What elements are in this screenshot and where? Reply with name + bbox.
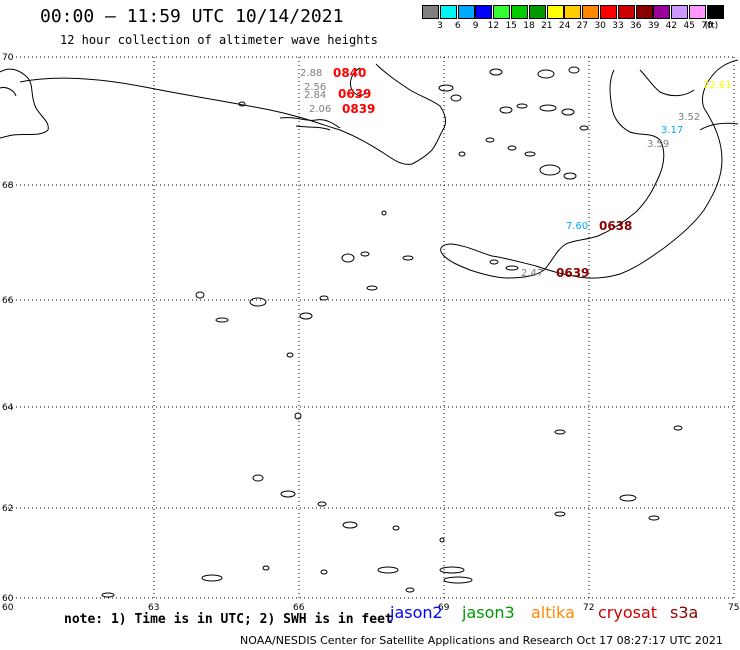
legend-label: 21 [541, 21, 553, 31]
legend-swatch [635, 5, 653, 19]
legend-swatch [617, 5, 635, 19]
legend-swatch [493, 5, 511, 19]
legend-label: 42 [665, 21, 678, 31]
mission-label: jason2 [390, 603, 443, 622]
wave-height-value: 2.56 [304, 82, 327, 93]
legend-swatch [671, 5, 689, 19]
legend-swatch [582, 5, 600, 19]
legend-label: 3 [437, 21, 443, 31]
wave-height-value: 7.60 [566, 221, 589, 232]
pass-time-label: 0639 [556, 266, 590, 280]
legend-label: 36 [630, 21, 642, 31]
longitude-tick-label: 72 [583, 603, 594, 613]
mission-label: s3a [670, 603, 699, 622]
legend-swatch [706, 5, 724, 19]
longitude-tick-label: 69 [438, 603, 450, 613]
wave-height-value: 3.17 [661, 125, 684, 136]
longitude-tick-label: 66 [293, 603, 305, 613]
legend-label: 15 [505, 21, 517, 31]
pass-time-label: 0638 [599, 219, 633, 233]
legend-label: 12 [487, 21, 500, 31]
longitude-tick-label: 63 [148, 603, 159, 613]
wave-height-value: 3.59 [647, 139, 670, 150]
legend-label: 18 [523, 21, 535, 31]
latitude-tick-label: 62 [2, 504, 13, 514]
corner-longitude-label: 60 [2, 603, 14, 613]
mission-label: cryosat [598, 603, 658, 622]
legend-swatch [689, 5, 706, 19]
mission-label: altika [531, 603, 575, 622]
legend-label: 33 [612, 21, 624, 31]
mission-label: jason3 [462, 603, 515, 622]
legend-swatch [475, 5, 493, 19]
legend-label: 27 [576, 21, 589, 31]
legend-label: 24 [558, 21, 571, 31]
legend-label: 6 [454, 21, 461, 31]
credit-line: NOAA/NESDIS Center for Satellite Applica… [240, 634, 723, 647]
lat-lon-grid [8, 56, 735, 599]
legend-swatch [546, 5, 564, 19]
wave-height-value: 3.52 [678, 112, 701, 123]
legend-label: 30 [594, 21, 606, 31]
latitude-tick-label: 66 [2, 296, 14, 306]
legend-label: 45 [683, 21, 695, 31]
legend-swatch [422, 5, 439, 19]
longitude-tick-label: 75 [728, 603, 739, 613]
latitude-tick-label: 60 [2, 594, 14, 604]
legend-swatch [439, 5, 457, 19]
pass-time-label: 0639 [338, 87, 372, 101]
legend-swatch [511, 5, 528, 19]
legend-label: 9 [472, 21, 479, 31]
latitude-tick-label: 64 [2, 403, 14, 413]
wave-height-value: 2.88 [300, 68, 323, 79]
page-title: 00:00 – 11:59 UTC 10/14/2021 [40, 6, 344, 27]
wave-height-value: 22.61 [703, 80, 732, 91]
axis-tick-labels: 70 68 66 64 62 60 63 66 69 72 75 60 [2, 53, 739, 613]
wave-height-value: 2.47 [521, 268, 544, 279]
legend-swatch [653, 5, 671, 19]
legend-swatch [600, 5, 617, 19]
coastline [0, 59, 739, 598]
legend-label: 39 [647, 21, 660, 31]
latitude-tick-label: 70 [2, 53, 14, 63]
wave-height-value: 2.84 [304, 90, 327, 101]
legend-unit: (ft) [704, 21, 719, 31]
footer-note: note: 1) Time is in UTC; 2) SWH is in fe… [64, 612, 393, 627]
latitude-tick-label: 68 [2, 181, 14, 191]
legend-swatch [457, 5, 475, 19]
wave-height-value: 2.06 [309, 104, 332, 115]
legend-swatch [564, 5, 582, 19]
pass-time-label: 0839 [342, 102, 376, 116]
legend-label: 70 [701, 21, 713, 31]
pass-time-label: 0840 [333, 66, 367, 80]
page-subtitle: 12 hour collection of altimeter wave hei… [60, 33, 378, 47]
legend-swatch [528, 5, 546, 19]
